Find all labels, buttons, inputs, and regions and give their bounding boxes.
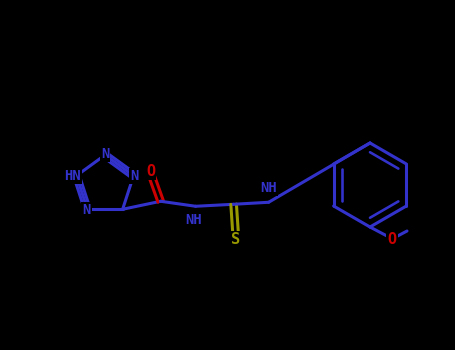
Text: O: O [388, 231, 397, 246]
Text: NH: NH [185, 213, 202, 227]
Text: S: S [231, 232, 240, 247]
Text: N: N [130, 169, 139, 183]
Text: HN: HN [64, 169, 81, 183]
Text: NH: NH [260, 181, 277, 195]
Text: O: O [146, 164, 155, 179]
Text: N: N [101, 147, 109, 161]
Text: N: N [82, 203, 91, 217]
